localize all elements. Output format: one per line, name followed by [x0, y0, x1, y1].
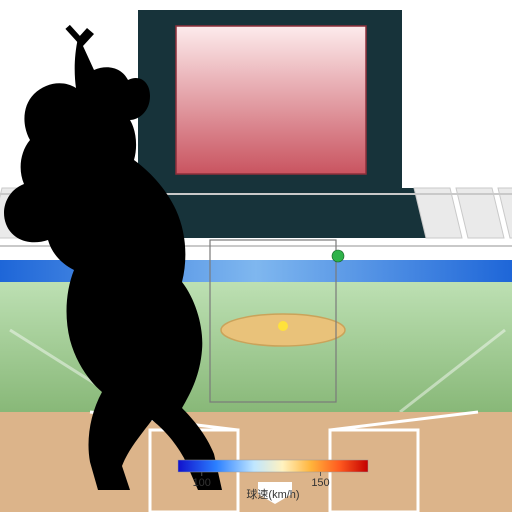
- svg-text:100: 100: [193, 477, 211, 489]
- pitching-rubber: [278, 321, 288, 331]
- chart-svg: 100 150 球速(km/h): [0, 0, 512, 512]
- legend-bar: [178, 460, 368, 472]
- pitch-markers: [332, 250, 344, 262]
- legend-title: 球速(km/h): [246, 487, 299, 501]
- scoreboard-screen: [176, 26, 366, 174]
- svg-text:150: 150: [311, 477, 329, 489]
- pitch-chart: 100 150 球速(km/h): [0, 0, 512, 512]
